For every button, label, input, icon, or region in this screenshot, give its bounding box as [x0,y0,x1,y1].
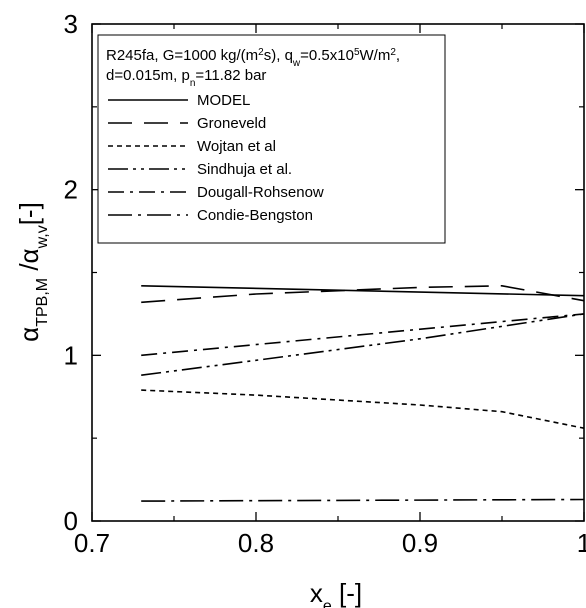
legend-label-4: Dougall-Rohsenow [197,184,324,201]
y-tick-label: 0 [64,506,78,536]
axis-ticks: 0.7 0.8 0.9 1 0 1 2 3 [64,9,586,558]
legend-title-line1: R245fa, G=1000 kg/(m2s), qw=0.5x105W/m2, [106,47,400,69]
x-tick-label: 0.7 [74,528,110,558]
legend-label-1: Groneveld [197,115,266,132]
legend-label-3: Sindhuja et al. [197,161,292,178]
series-line-3 [141,313,585,376]
legend-box: R245fa, G=1000 kg/(m2s), qw=0.5x105W/m2,… [97,34,446,244]
x-tick-label: 1 [577,528,586,558]
legend-label-5: Condie-Bengston [197,207,313,224]
legend-title-line2: d=0.015m, pn=11.82 bar [106,67,266,89]
series-line-0 [141,285,585,297]
series-line-2 [141,389,585,429]
x-axis-title: xe [-] [310,578,362,608]
x-tick-label: 0.9 [402,528,438,558]
legend-entries: MODEL Groneveld Wojtan et al Sindhuja et al… [108,92,324,224]
legend-frame [97,34,446,244]
y-tick-label: 2 [64,175,78,205]
series-line-1 [141,284,585,304]
series-line-4 [141,313,585,357]
series-line-5 [141,498,585,502]
y-axis-title: αTPB,M /αw,v[-] [14,202,51,342]
series-layer [141,284,585,502]
legend-label-2: Wojtan et al [197,138,276,155]
legend-label-0: MODEL [197,92,250,109]
x-tick-label: 0.8 [238,528,274,558]
y-tick-label: 1 [64,340,78,370]
y-tick-label: 3 [64,9,78,39]
